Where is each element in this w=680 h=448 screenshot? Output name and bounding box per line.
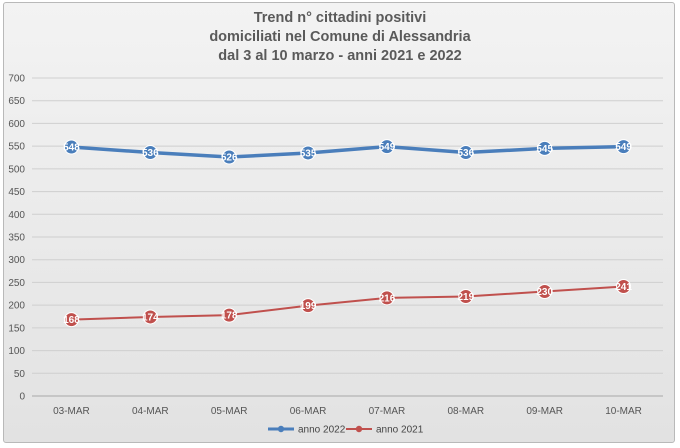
data-point — [458, 289, 474, 305]
data-point — [300, 145, 316, 161]
data-label: 241 — [615, 282, 632, 293]
data-label: 168 — [63, 315, 80, 326]
y-tick-label: 50 — [14, 369, 26, 380]
data-point — [221, 307, 237, 323]
data-point — [300, 298, 316, 314]
data-point — [616, 139, 632, 155]
data-point — [537, 284, 553, 300]
chart-frame — [3, 2, 675, 443]
y-tick-label: 0 — [19, 392, 25, 403]
y-tick-label: 100 — [8, 346, 25, 357]
y-tick-label: 700 — [8, 74, 25, 85]
data-point — [142, 145, 158, 161]
y-tick-label: 500 — [8, 164, 25, 175]
data-label: 535 — [300, 148, 317, 159]
y-tick-label: 150 — [8, 323, 25, 334]
data-point — [379, 139, 395, 155]
legend-swatch-marker — [277, 425, 285, 433]
data-point — [537, 140, 553, 156]
y-tick-label: 450 — [8, 187, 25, 198]
data-point — [379, 290, 395, 306]
y-tick-label: 200 — [8, 301, 25, 312]
legend-label: anno 2022 — [298, 425, 346, 436]
y-tick-label: 250 — [8, 278, 25, 289]
x-tick-label: 07-MAR — [369, 406, 406, 417]
series-line — [71, 144, 624, 159]
data-point — [221, 149, 237, 165]
chart-title-line-1: Trend n° cittadini positivi — [253, 10, 427, 26]
chart-title-line-2: domiciliati nel Comune di Alessandria — [209, 29, 471, 45]
data-point — [63, 312, 79, 328]
data-label: 230 — [536, 287, 553, 298]
data-label: 549 — [379, 142, 396, 153]
data-point — [616, 279, 632, 295]
series-line — [71, 285, 624, 321]
x-tick-label: 04-MAR — [132, 406, 169, 417]
y-tick-label: 300 — [8, 255, 25, 266]
x-tick-label: 09-MAR — [526, 406, 563, 417]
chart-title-line-3: dal 3 al 10 marzo - anni 2021 e 2022 — [218, 48, 462, 64]
x-tick-label: 06-MAR — [290, 406, 327, 417]
x-tick-label: 10-MAR — [605, 406, 642, 417]
chart-title: Trend n° cittadini positivi domiciliati … — [0, 9, 680, 66]
y-tick-label: 400 — [8, 210, 25, 221]
data-label: 548 — [63, 143, 80, 154]
data-label: 526 — [221, 153, 238, 164]
legend-label: anno 2021 — [376, 425, 424, 436]
data-label: 536 — [142, 148, 159, 159]
data-label: 216 — [379, 293, 396, 304]
data-label: 178 — [221, 311, 238, 322]
data-label: 219 — [457, 292, 474, 303]
data-point — [458, 145, 474, 161]
data-label: 549 — [615, 142, 632, 153]
data-label: 536 — [457, 148, 474, 159]
x-tick-label: 03-MAR — [53, 406, 90, 417]
y-tick-label: 650 — [8, 96, 25, 107]
legend-swatch-marker — [355, 425, 363, 433]
data-label: 199 — [300, 301, 317, 312]
y-tick-label: 600 — [8, 119, 25, 130]
data-label: 545 — [536, 144, 553, 155]
y-tick-label: 350 — [8, 233, 25, 244]
data-label: 174 — [142, 312, 159, 323]
x-tick-label: 05-MAR — [211, 406, 248, 417]
x-tick-label: 08-MAR — [447, 406, 484, 417]
data-point — [63, 139, 79, 155]
data-point — [142, 309, 158, 325]
y-tick-label: 550 — [8, 142, 25, 153]
